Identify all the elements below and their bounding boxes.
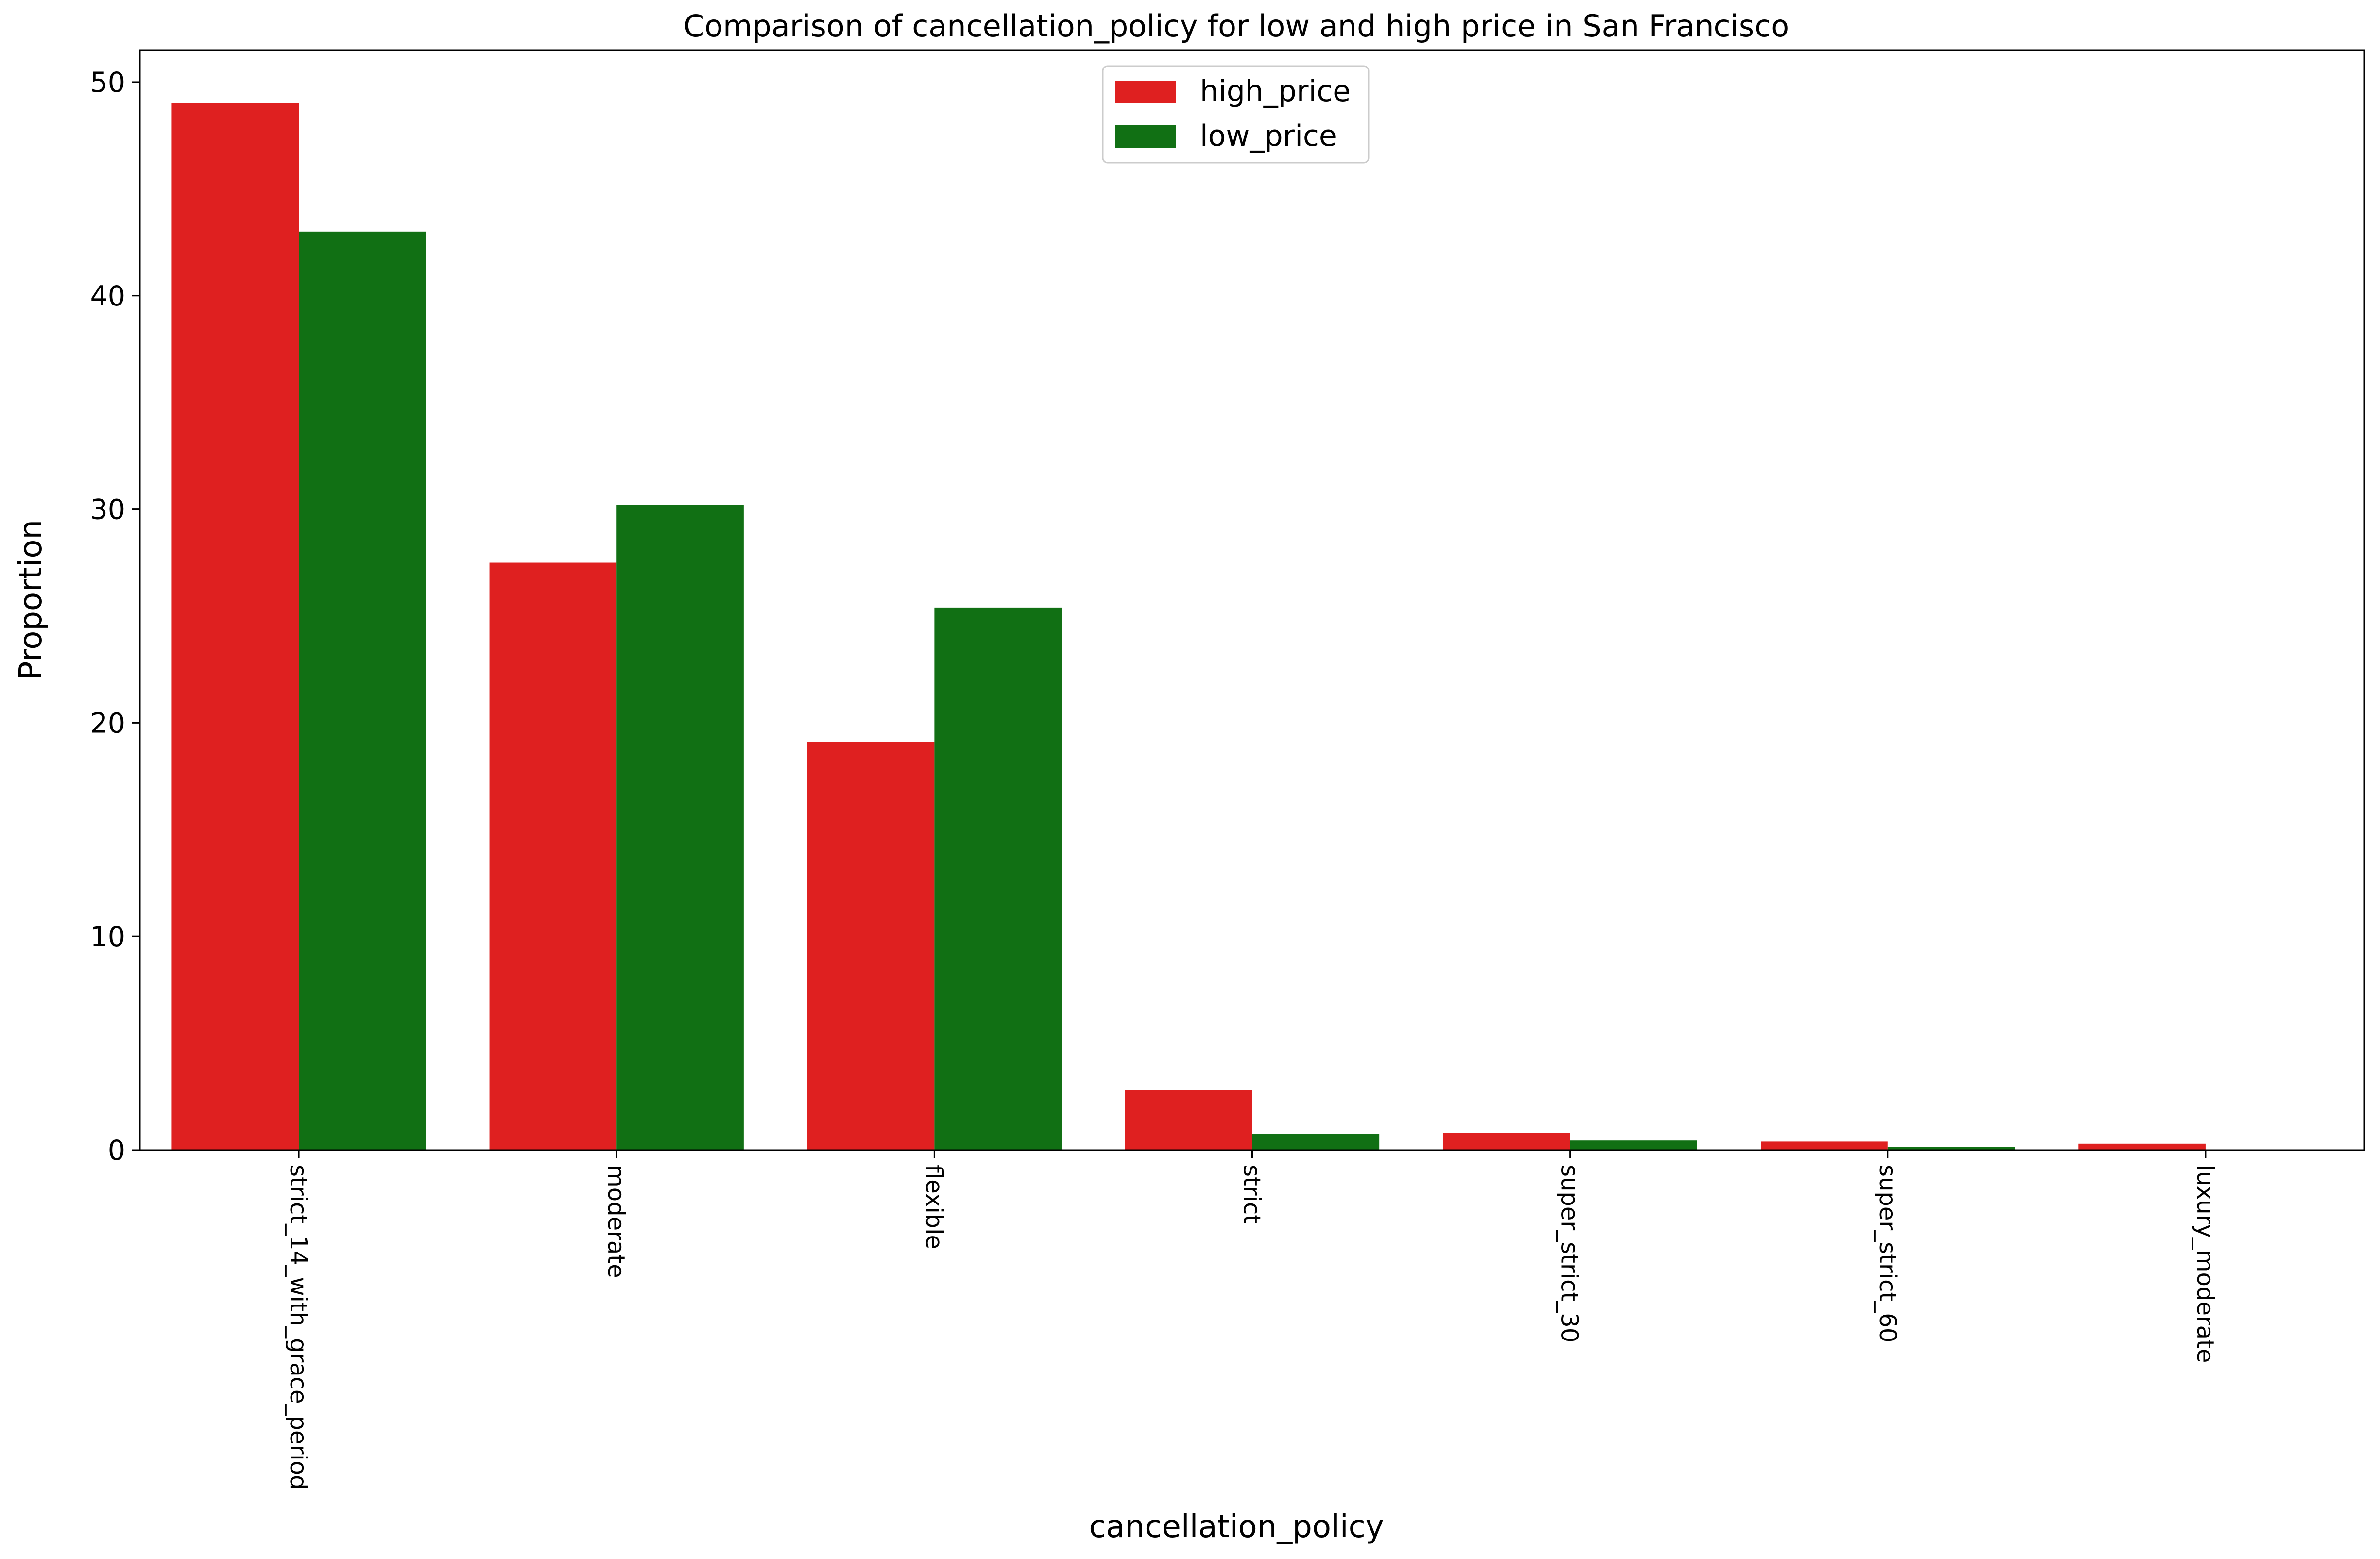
y-tick-label: 50 <box>90 67 125 99</box>
y-tick-label: 40 <box>90 280 125 312</box>
x-axis-label: cancellation_policy <box>1089 1509 1384 1545</box>
x-tick-label-super-strict-60: super_strict_60 <box>1874 1165 1901 1342</box>
bar-low-price-flexible <box>934 607 1062 1150</box>
bar-low-price-super-strict-60 <box>1887 1147 2015 1150</box>
legend-label-low-price: low_price <box>1200 119 1337 153</box>
legend-label-high-price: high_price <box>1200 74 1351 108</box>
y-axis-label: Proportion <box>13 520 49 680</box>
chart-title: Comparison of cancellation_policy for lo… <box>684 8 1789 44</box>
bar-low-price-super-strict-30 <box>1570 1140 1697 1150</box>
y-tick-label: 30 <box>90 494 125 526</box>
y-axis: 0 10 20 30 40 50 <box>90 67 140 1167</box>
x-tick-label-flexible: flexible <box>920 1165 947 1249</box>
x-tick-label-moderate: moderate <box>602 1165 630 1278</box>
legend-swatch-low-price <box>1115 125 1176 148</box>
bar-high-price-strict <box>1125 1090 1252 1150</box>
x-tick-label-super-strict-30: super_strict_30 <box>1556 1165 1583 1342</box>
bar-high-price-luxury-moderate <box>2078 1143 2206 1150</box>
x-tick-label-luxury-moderate: luxury_moderate <box>2192 1165 2219 1363</box>
bar-high-price-super-strict-30 <box>1442 1133 1570 1150</box>
y-tick-label: 10 <box>90 921 125 953</box>
bar-low-price-moderate <box>616 505 744 1150</box>
bars-layer <box>171 103 2206 1151</box>
bar-low-price-strict-14-with-grace-period <box>299 231 426 1151</box>
bar-low-price-strict <box>1252 1134 1380 1150</box>
bar-high-price-strict-14-with-grace-period <box>171 103 299 1151</box>
y-tick-label: 20 <box>90 707 125 739</box>
x-tick-label-strict-14-with-grace-period: strict_14_with_grace_period <box>285 1165 312 1490</box>
x-axis: strict_14_with_grace_period moderate flexi… <box>285 1150 2219 1490</box>
legend: high_price low_price <box>1102 65 1370 164</box>
bar-high-price-flexible <box>807 742 935 1150</box>
plot-frame <box>139 49 2365 1151</box>
y-tick-label: 0 <box>108 1135 125 1167</box>
legend-swatch-high-price <box>1115 81 1176 103</box>
bar-high-price-moderate <box>489 562 617 1150</box>
x-tick-label-strict: strict <box>1238 1165 1266 1224</box>
bar-high-price-super-strict-60 <box>1761 1141 1888 1150</box>
